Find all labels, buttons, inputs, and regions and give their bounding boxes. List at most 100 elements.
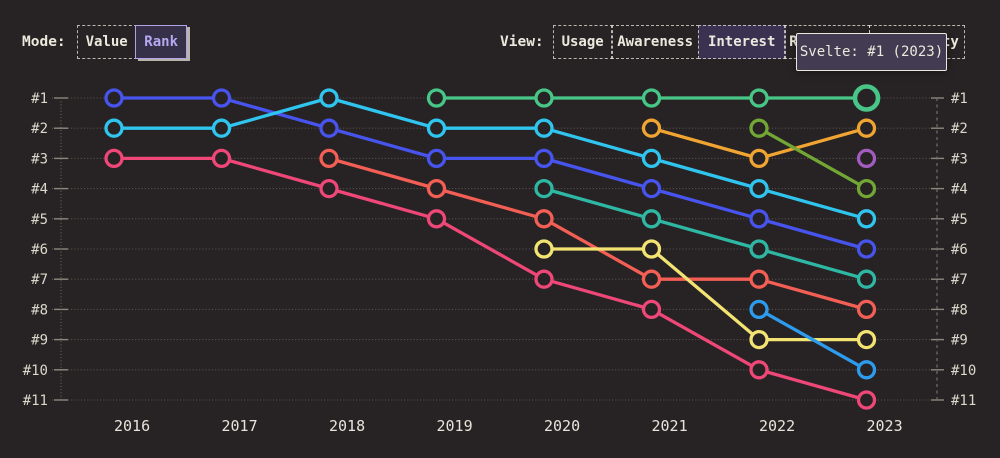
data-point-teal-2021[interactable] [641,209,662,229]
data-point-coral-2019[interactable] [426,178,447,199]
data-point-svelte-green-2020[interactable] [534,88,554,108]
rank-label-right: #3 [951,151,968,167]
data-point-purple-2023[interactable] [856,148,877,169]
data-point-indigo-2017[interactable] [211,88,232,108]
year-label: 2021 [652,417,688,435]
mode-option-value[interactable]: Value [76,25,137,59]
data-point-indigo-2020[interactable] [534,148,554,169]
data-point-rose-2023[interactable] [856,390,877,410]
data-point-rose-2017[interactable] [211,148,232,169]
year-label: 2020 [544,417,580,435]
chart-tooltip: Svelte: #1 (2023) [796,33,947,71]
data-point-indigo-2023[interactable] [856,239,877,259]
data-point-cyan-2019[interactable] [426,118,447,138]
data-point-indigo-2022[interactable] [749,209,769,229]
view-label: View: [500,34,544,50]
year-label: 2022 [759,417,795,435]
series-line-indigo[interactable] [112,96,869,251]
series-line-rose[interactable] [112,156,869,402]
rank-label-right: #4 [951,182,968,198]
data-point-rose-2019[interactable] [426,209,447,229]
data-point-yellow-2023[interactable] [856,329,877,350]
data-point-sky-2022[interactable] [749,299,769,320]
data-point-coral-2020[interactable] [534,209,554,229]
data-point-orange-2023[interactable] [856,118,877,138]
data-point-yellow-2020[interactable] [534,239,554,259]
data-point-coral-2018[interactable] [319,148,339,169]
data-point-indigo-2018[interactable] [319,118,339,138]
data-point-rose-2022[interactable] [749,360,769,380]
data-point-svelte-green-2019[interactable] [426,88,447,108]
series-line-coral[interactable] [327,156,869,312]
series-line-cyan[interactable] [112,96,869,221]
year-label: 2017 [222,417,258,435]
rank-label-right: #8 [951,302,968,318]
rank-label-left: #11 [23,393,48,409]
data-point-rose-2020[interactable] [534,269,554,289]
mode-option-rank[interactable]: Rank [135,25,188,59]
rank-label-left: #4 [31,182,48,198]
data-point-coral-2022[interactable] [749,269,769,289]
rank-label-right: #6 [951,242,968,258]
series-line-teal[interactable] [542,186,869,281]
rank-label-left: #2 [31,121,48,137]
data-point-indigo-2019[interactable] [426,148,447,169]
view-option-usage[interactable]: Usage [552,25,613,59]
series-line-olive[interactable] [757,126,869,191]
data-point-indigo-2021[interactable] [641,178,662,199]
data-point-cyan-2020[interactable] [534,118,554,138]
rank-label-right: #11 [951,393,976,409]
data-point-coral-2021[interactable] [641,269,662,289]
data-point-rose-2021[interactable] [641,299,662,320]
rank-label-left: #8 [31,302,48,318]
rank-label-right: #9 [951,333,968,349]
data-point-svelte-green-2021[interactable] [641,88,662,108]
year-label: 2023 [867,417,903,435]
rank-label-right: #2 [951,121,968,137]
data-point-svelte-green-2023[interactable] [852,84,881,112]
mode-toggle-group: Value Rank [76,25,188,59]
tooltip-text: Svelte: #1 (2023) [799,44,944,60]
data-point-coral-2023[interactable] [856,299,877,320]
rank-label-left: #5 [31,212,48,228]
year-label: 2016 [114,417,150,435]
rank-label-right: #7 [951,272,968,288]
mode-label: Mode: [22,34,66,50]
data-point-yellow-2022[interactable] [749,329,769,350]
view-option-interest[interactable]: Interest [697,25,786,59]
rank-label-left: #9 [31,333,48,349]
data-point-indigo-2016[interactable] [104,88,124,108]
data-point-teal-2022[interactable] [749,239,769,259]
year-label: 2019 [437,417,473,435]
data-point-rose-2018[interactable] [319,178,339,199]
rank-label-left: #6 [31,242,48,258]
mode-toolbar: Mode: Value Rank [22,25,188,59]
rank-label-left: #7 [31,272,48,288]
data-point-olive-2022[interactable] [749,118,769,138]
data-point-orange-2022[interactable] [749,148,769,169]
view-option-awareness[interactable]: Awareness [611,25,700,59]
rank-label-left: #3 [31,151,48,167]
data-point-yellow-2021[interactable] [641,239,662,259]
data-point-sky-2023[interactable] [856,360,877,380]
rank-label-right: #10 [951,363,976,379]
data-point-svelte-green-2022[interactable] [749,88,769,108]
rank-label-left: #10 [23,363,48,379]
data-point-teal-2023[interactable] [856,269,877,289]
rank-label-left: #1 [31,91,48,107]
data-point-orange-2021[interactable] [641,118,662,138]
data-point-cyan-2018[interactable] [319,88,339,108]
data-point-cyan-2016[interactable] [104,118,124,138]
data-point-cyan-2017[interactable] [211,118,232,138]
series-line-sky[interactable] [757,307,869,372]
data-point-olive-2023[interactable] [856,178,877,199]
year-label: 2018 [329,417,365,435]
rank-label-right: #5 [951,212,968,228]
data-point-cyan-2023[interactable] [856,209,877,229]
data-point-rose-2016[interactable] [104,148,124,169]
data-point-teal-2020[interactable] [534,178,554,199]
rank-label-right: #1 [951,91,968,107]
data-point-cyan-2021[interactable] [641,148,662,169]
data-point-cyan-2022[interactable] [749,178,769,199]
